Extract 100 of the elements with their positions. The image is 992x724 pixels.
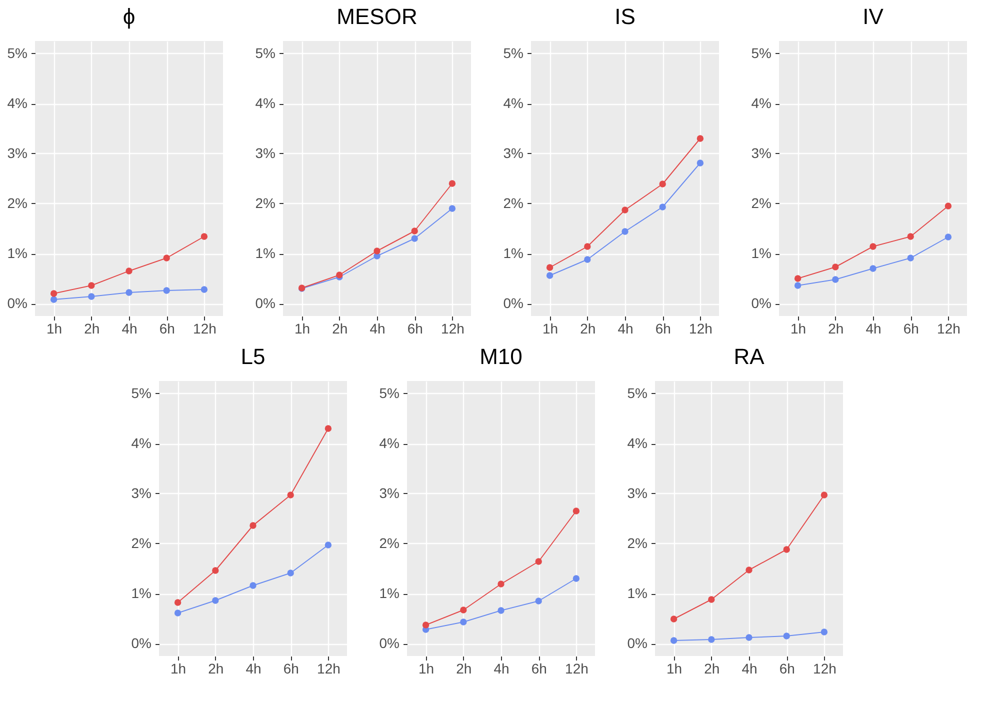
point [696,160,704,166]
y-tick-label: 1% [255,245,276,261]
point [126,268,132,274]
y-tick-label: 0% [379,635,400,651]
point [659,180,666,188]
point [535,598,542,604]
chart-title: ϕ [122,4,136,29]
x-tick-label: 6h [159,320,175,336]
y-tick-label: 1% [7,245,28,261]
x-tick-label: 6h [655,320,671,336]
point [535,558,542,565]
point [907,233,914,240]
x-tick-label: 6h [779,660,795,676]
point [546,272,554,279]
chart-title: IS [614,4,636,29]
x-tick-label: 12h [565,660,588,676]
point [670,616,678,622]
point [250,582,256,589]
x-tick-label: 4h [866,320,882,336]
x-tick-label: 4h [494,660,510,676]
point [820,628,828,636]
point [498,607,504,614]
y-tick-label: 5% [7,45,28,61]
y-tick-label: 5% [503,45,524,61]
y-tick-label: 2% [627,535,648,551]
point [572,508,580,514]
point [88,282,95,289]
point [584,243,591,250]
y-tick-label: 0% [503,295,524,311]
point [250,522,256,529]
x-tick-label: 6h [407,320,423,336]
point [622,206,628,214]
point [50,290,58,297]
x-tick-label: 12h [813,660,836,676]
x-tick-label: 1h [294,320,310,336]
x-tick-label: 2h [208,660,224,676]
y-tick-label: 5% [131,385,152,401]
point [546,264,554,271]
y-tick-label: 1% [751,245,772,261]
y-tick-label: 3% [255,145,276,161]
y-tick-label: 3% [379,485,400,501]
point [870,265,876,272]
point [670,637,678,644]
chart-title: IV [862,4,884,29]
x-tick-label: 12h [937,320,960,336]
x-tick-label: 2h [828,320,844,336]
point [572,575,580,582]
y-tick-label: 4% [379,435,400,451]
point [324,542,332,548]
point [708,636,715,643]
y-tick-label: 2% [503,195,524,211]
point [174,610,182,616]
point [200,286,208,293]
x-tick-label: 2h [704,660,720,676]
point [746,634,752,641]
x-tick-label: 1h [666,660,682,676]
point [832,276,839,283]
x-tick-label: 6h [903,320,919,336]
chart-title: L5 [240,344,266,369]
point [460,618,467,626]
x-tick-label: 2h [84,320,100,336]
y-tick-label: 5% [627,385,648,401]
x-tick-label: 6h [531,660,547,676]
point [659,204,666,210]
x-tick-label: 2h [456,660,472,676]
point [422,622,430,628]
point [163,287,170,294]
y-tick-label: 0% [255,295,276,311]
y-tick-label: 1% [503,245,524,261]
point [944,202,952,210]
y-tick-label: 3% [7,145,28,161]
point [820,492,828,498]
y-tick-label: 4% [255,95,276,111]
point [88,293,95,300]
y-tick-label: 4% [131,435,152,451]
y-tick-label: 2% [379,535,400,551]
x-tick-label: 1h [170,660,186,676]
point [200,233,208,240]
chart-title: M10 [480,344,522,369]
point [783,632,790,640]
x-tick-label: 12h [317,660,340,676]
x-tick-label: 4h [122,320,138,336]
point [584,256,591,263]
y-tick-label: 0% [627,635,648,651]
y-tick-label: 0% [751,295,772,311]
point [783,546,790,553]
y-tick-label: 5% [379,385,400,401]
y-tick-label: 4% [503,95,524,111]
y-tick-label: 2% [751,195,772,211]
point [944,234,952,240]
point [411,228,418,234]
point [498,580,504,588]
x-tick-label: 12h [193,320,216,336]
y-tick-label: 4% [751,95,772,111]
y-tick-label: 0% [7,295,28,311]
point [708,596,715,603]
point [448,180,456,187]
x-tick-label: 1h [418,660,434,676]
point [746,566,752,574]
point [794,282,802,289]
